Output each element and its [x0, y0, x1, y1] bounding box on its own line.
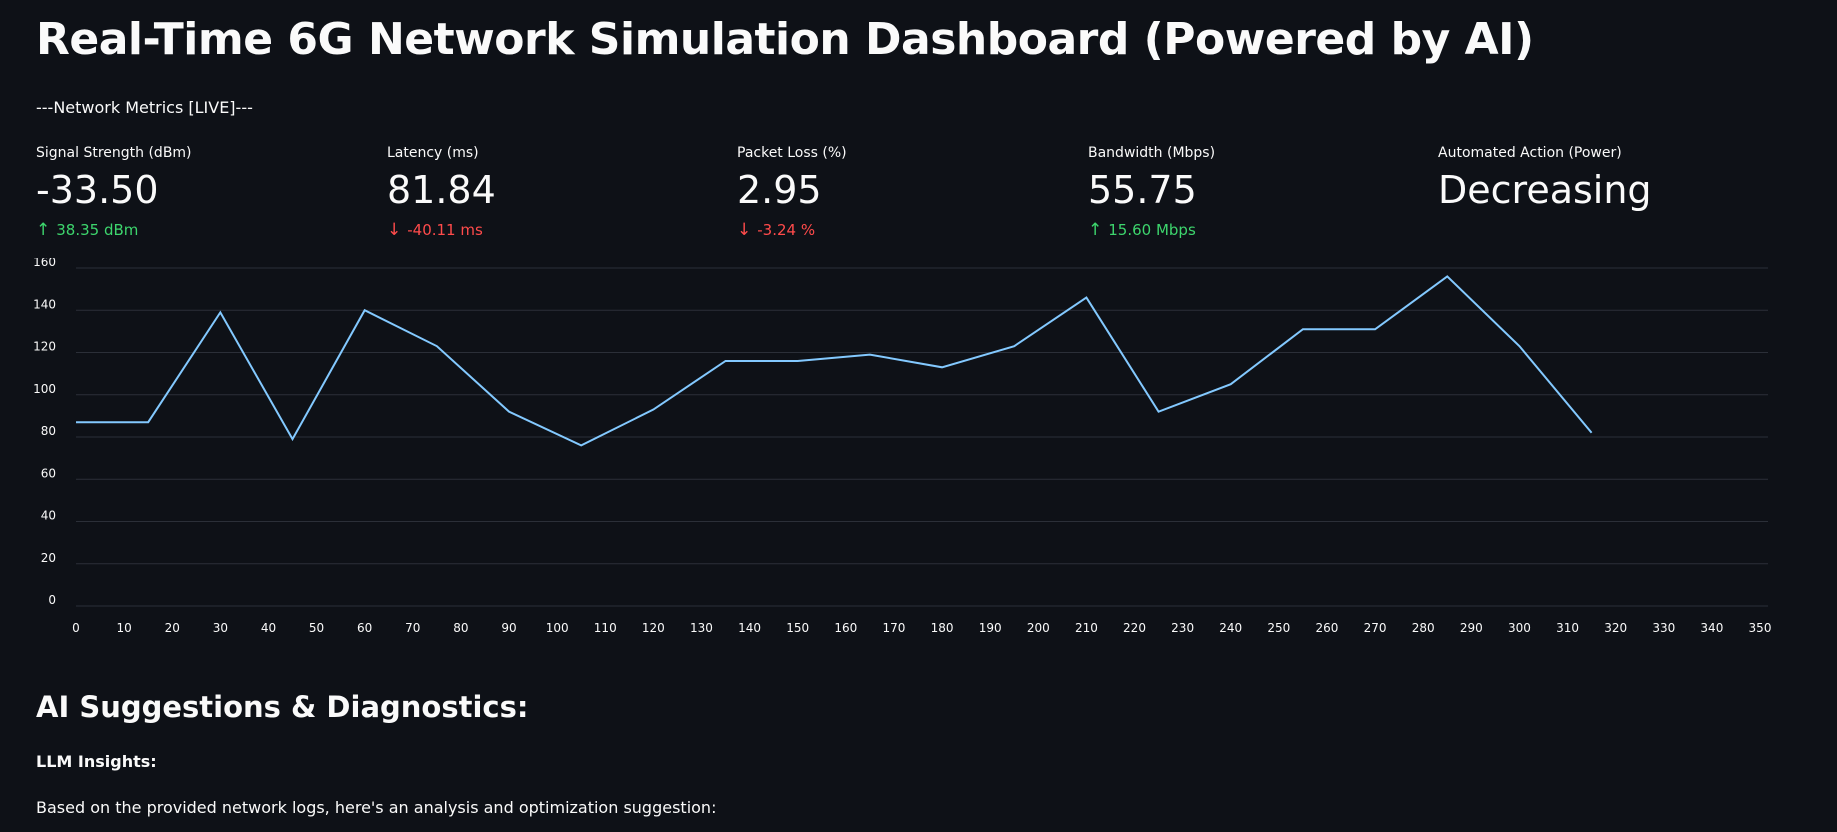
metric-delta: ↑ 38.35 dBm — [36, 221, 376, 239]
chart-y-axis: 0 20 40 60 80 100 120 140 160 — [33, 258, 56, 607]
metric-label: Latency (ms) — [387, 145, 479, 161]
x-tick-label: 80 — [453, 621, 468, 635]
arrow-up-icon: ↑ — [1088, 219, 1103, 240]
x-tick-label: 300 — [1508, 621, 1531, 635]
metric-delta-text: 15.60 Mbps — [1108, 221, 1196, 239]
metric-label: Packet Loss (%) — [737, 145, 847, 161]
chart-x-axis: 0 10 20 30 40 50 60 70 80 90 100 110 120 130 140 150 160… — [72, 621, 1771, 635]
y-tick-label: 0 — [48, 593, 56, 607]
y-tick-label: 160 — [33, 258, 56, 269]
x-tick-label: 120 — [642, 621, 665, 635]
line-chart[interactable]: 0 20 40 60 80 100 120 140 160 0 10 20 30 40 50 60 70 80 9… — [0, 258, 1837, 648]
x-tick-label: 20 — [165, 621, 180, 635]
y-tick-label: 40 — [41, 509, 56, 523]
chart-series — [76, 275, 1593, 447]
page-title: Real-Time 6G Network Simulation Dashboar… — [36, 14, 1534, 65]
x-tick-label: 350 — [1749, 621, 1772, 635]
x-tick-label: 310 — [1556, 621, 1579, 635]
metrics-row: Signal Strength (dBm) -33.50 ↑ 38.35 dBm… — [36, 145, 1776, 245]
x-tick-label: 210 — [1075, 621, 1098, 635]
arrow-up-icon: ↑ — [36, 219, 51, 240]
metric-delta: ↑ 15.60 Mbps — [1088, 221, 1428, 239]
metric-value: 81.84 — [387, 168, 496, 212]
x-tick-label: 230 — [1171, 621, 1194, 635]
x-tick-label: 90 — [501, 621, 516, 635]
metric-latency: Latency (ms) 81.84 ↓ -40.11 ms — [387, 145, 727, 239]
metric-value: 55.75 — [1088, 168, 1197, 212]
metric-delta-text: -3.24 % — [757, 221, 816, 239]
x-tick-label: 40 — [261, 621, 276, 635]
metric-value: -33.50 — [36, 168, 159, 212]
x-tick-label: 260 — [1316, 621, 1339, 635]
metric-automated-action: Automated Action (Power) Decreasing — [1438, 145, 1778, 213]
arrow-down-icon: ↓ — [737, 219, 752, 240]
x-tick-label: 70 — [405, 621, 420, 635]
metric-label: Signal Strength (dBm) — [36, 145, 192, 161]
metric-label: Bandwidth (Mbps) — [1088, 145, 1216, 161]
y-tick-label: 100 — [33, 382, 56, 396]
metric-value: Decreasing — [1438, 168, 1652, 212]
llm-insights-label: LLM Insights: — [36, 752, 157, 771]
x-tick-label: 240 — [1219, 621, 1242, 635]
x-tick-label: 220 — [1123, 621, 1146, 635]
chart-grid — [76, 267, 1768, 607]
x-tick-label: 30 — [213, 621, 228, 635]
ai-section-title: AI Suggestions & Diagnostics: — [36, 690, 529, 724]
metric-value: 2.95 — [737, 168, 822, 212]
metric-delta: ↓ -3.24 % — [737, 221, 1077, 239]
metric-signal-strength: Signal Strength (dBm) -33.50 ↑ 38.35 dBm — [36, 145, 376, 239]
x-tick-label: 340 — [1700, 621, 1723, 635]
llm-insights-text: Based on the provided network logs, here… — [36, 798, 717, 817]
x-tick-label: 10 — [116, 621, 131, 635]
y-tick-label: 20 — [41, 551, 56, 565]
x-tick-label: 100 — [546, 621, 569, 635]
metric-bandwidth: Bandwidth (Mbps) 55.75 ↑ 15.60 Mbps — [1088, 145, 1428, 239]
x-tick-label: 290 — [1460, 621, 1483, 635]
x-tick-label: 140 — [738, 621, 761, 635]
x-tick-label: 200 — [1027, 621, 1050, 635]
x-tick-label: 170 — [882, 621, 905, 635]
x-tick-label: 280 — [1412, 621, 1435, 635]
metric-packet-loss: Packet Loss (%) 2.95 ↓ -3.24 % — [737, 145, 1077, 239]
y-tick-label: 80 — [41, 424, 56, 438]
x-tick-label: 0 — [72, 621, 80, 635]
metric-delta: ↓ -40.11 ms — [387, 221, 727, 239]
x-tick-label: 50 — [309, 621, 324, 635]
series-line[interactable] — [76, 275, 1593, 447]
arrow-down-icon: ↓ — [387, 219, 402, 240]
x-tick-label: 190 — [979, 621, 1002, 635]
y-tick-label: 60 — [41, 466, 56, 480]
metric-label: Automated Action (Power) — [1438, 145, 1622, 161]
x-tick-label: 160 — [834, 621, 857, 635]
x-tick-label: 330 — [1652, 621, 1675, 635]
metric-delta-text: 38.35 dBm — [56, 221, 139, 239]
y-tick-label: 140 — [33, 297, 56, 311]
metric-delta-text: -40.11 ms — [407, 221, 483, 239]
x-tick-label: 270 — [1364, 621, 1387, 635]
x-tick-label: 150 — [786, 621, 809, 635]
x-tick-label: 130 — [690, 621, 713, 635]
y-tick-label: 120 — [33, 340, 56, 354]
x-tick-label: 60 — [357, 621, 372, 635]
x-tick-label: 180 — [931, 621, 954, 635]
metrics-subtitle: ---Network Metrics [LIVE]--- — [36, 98, 253, 117]
x-tick-label: 250 — [1267, 621, 1290, 635]
x-tick-label: 320 — [1604, 621, 1627, 635]
x-tick-label: 110 — [594, 621, 617, 635]
